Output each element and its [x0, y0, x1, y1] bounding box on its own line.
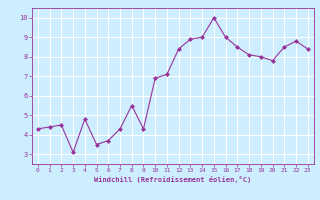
X-axis label: Windchill (Refroidissement éolien,°C): Windchill (Refroidissement éolien,°C)	[94, 176, 252, 183]
